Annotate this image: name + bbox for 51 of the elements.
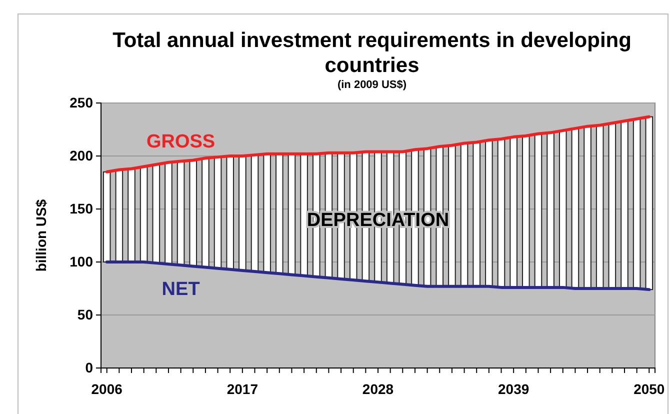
bar: [276, 153, 284, 274]
bar: [448, 144, 456, 287]
bar: [164, 162, 172, 265]
x-tick-label: 2028: [362, 381, 394, 398]
bar: [214, 156, 222, 269]
bar: [115, 169, 124, 262]
bar: [460, 142, 468, 287]
series-label: GROSS: [146, 131, 216, 152]
chart-subtitle: (in 2009 US$): [337, 79, 407, 91]
bar: [632, 118, 641, 289]
bar: [608, 122, 616, 289]
series-label: NET: [162, 279, 200, 300]
bar: [472, 142, 480, 287]
bar: [596, 124, 604, 289]
bar: [485, 140, 493, 287]
bar: [102, 171, 111, 262]
y-tick-label: 200: [70, 147, 94, 164]
bar: [238, 156, 246, 271]
y-tick-label: 0: [85, 359, 94, 376]
x-tick-label: 2039: [498, 381, 530, 398]
bar: [571, 128, 580, 289]
bar: [534, 133, 542, 288]
line-series: [105, 115, 651, 174]
bar: [288, 153, 296, 276]
bar: [584, 126, 592, 289]
bar: [620, 120, 628, 289]
bar: [189, 160, 198, 267]
y-axis-title: billion US$: [33, 199, 49, 272]
bar: [176, 160, 185, 266]
chart-title: Total annual investment requirements in developing countries: [112, 29, 632, 77]
y-tick-label: 150: [70, 200, 94, 216]
bar: [202, 158, 210, 268]
y-tick-label: 100: [70, 253, 94, 270]
bar: [250, 154, 259, 272]
y-tick-label: 50: [77, 306, 94, 322]
bar: [128, 168, 136, 262]
bar: [546, 132, 554, 288]
x-tick-label: 2050: [634, 381, 665, 398]
bar: [558, 130, 567, 288]
x-tick-label: 2017: [226, 381, 258, 398]
bar: [300, 153, 308, 276]
bar: [263, 153, 271, 274]
y-tick-label: 250: [70, 94, 94, 110]
bar: [226, 156, 234, 270]
x-tick-label: 2006: [91, 381, 123, 398]
bar: [645, 116, 654, 290]
bar: [510, 136, 518, 288]
bar: [497, 138, 506, 288]
bar: [152, 164, 160, 264]
bar: [140, 166, 148, 262]
bar: [522, 135, 530, 288]
